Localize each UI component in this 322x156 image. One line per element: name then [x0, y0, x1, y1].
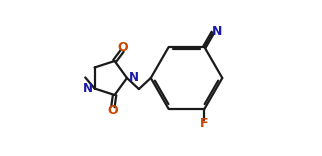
Text: O: O	[118, 41, 128, 54]
Text: N: N	[212, 25, 222, 38]
Text: O: O	[108, 104, 118, 117]
Text: N: N	[82, 82, 92, 95]
Text: N: N	[129, 71, 139, 85]
Text: F: F	[200, 117, 209, 130]
